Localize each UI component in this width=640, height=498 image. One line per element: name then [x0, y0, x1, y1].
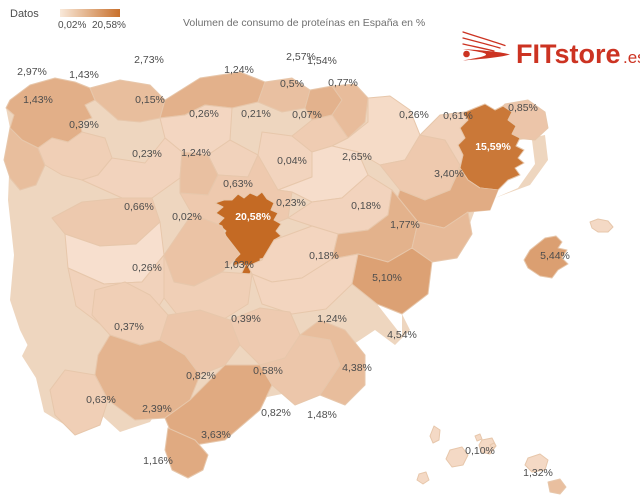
svg-text:1,54%: 1,54%: [307, 55, 337, 67]
svg-text:15,59%: 15,59%: [475, 141, 511, 153]
svg-text:0,07%: 0,07%: [292, 109, 322, 121]
svg-text:0,26%: 0,26%: [189, 108, 219, 120]
svg-text:5,44%: 5,44%: [540, 250, 570, 262]
svg-text:2,39%: 2,39%: [142, 403, 172, 415]
svg-text:0,15%: 0,15%: [135, 94, 165, 106]
svg-text:2,65%: 2,65%: [342, 151, 372, 163]
svg-text:0,26%: 0,26%: [132, 262, 162, 274]
svg-text:0,82%: 0,82%: [261, 407, 291, 419]
svg-text:0,39%: 0,39%: [231, 313, 261, 325]
svg-text:0,63%: 0,63%: [86, 394, 116, 406]
svg-text:0,37%: 0,37%: [114, 321, 144, 333]
svg-text:20,58%: 20,58%: [235, 211, 271, 223]
svg-text:0,26%: 0,26%: [399, 109, 429, 121]
svg-text:0,04%: 0,04%: [277, 155, 307, 167]
svg-text:3,40%: 3,40%: [434, 168, 464, 180]
svg-text:1,24%: 1,24%: [317, 313, 347, 325]
svg-text:1,16%: 1,16%: [143, 455, 173, 467]
svg-text:0,63%: 0,63%: [223, 178, 253, 190]
svg-text:1,24%: 1,24%: [181, 147, 211, 159]
svg-text:1,43%: 1,43%: [23, 94, 53, 106]
svg-text:3,63%: 3,63%: [201, 429, 231, 441]
svg-text:0,21%: 0,21%: [241, 108, 271, 120]
svg-text:0,23%: 0,23%: [132, 148, 162, 160]
svg-text:0,18%: 0,18%: [351, 200, 381, 212]
svg-text:5,10%: 5,10%: [372, 272, 402, 284]
svg-text:0,77%: 0,77%: [328, 77, 358, 89]
svg-text:0,23%: 0,23%: [276, 197, 306, 209]
svg-text:0,02%: 0,02%: [172, 211, 202, 223]
svg-text:0,58%: 0,58%: [253, 365, 283, 377]
svg-text:1,43%: 1,43%: [69, 69, 99, 81]
svg-text:2,73%: 2,73%: [134, 54, 164, 66]
svg-text:0,66%: 0,66%: [124, 201, 154, 213]
svg-text:4,38%: 4,38%: [342, 362, 372, 374]
svg-text:0,82%: 0,82%: [186, 370, 216, 382]
svg-text:1,03%: 1,03%: [224, 259, 254, 271]
svg-text:2,97%: 2,97%: [17, 66, 47, 78]
svg-text:0,61%: 0,61%: [443, 110, 473, 122]
svg-text:0,5%: 0,5%: [280, 78, 304, 90]
svg-text:0,10%: 0,10%: [465, 445, 495, 457]
svg-text:4,54%: 4,54%: [387, 329, 417, 341]
svg-text:0,85%: 0,85%: [508, 102, 538, 114]
svg-text:1,24%: 1,24%: [224, 64, 254, 76]
svg-text:0,39%: 0,39%: [69, 119, 99, 131]
svg-text:1,48%: 1,48%: [307, 409, 337, 421]
svg-text:1,77%: 1,77%: [390, 219, 420, 231]
svg-text:1,32%: 1,32%: [523, 467, 553, 479]
svg-text:0,18%: 0,18%: [309, 250, 339, 262]
